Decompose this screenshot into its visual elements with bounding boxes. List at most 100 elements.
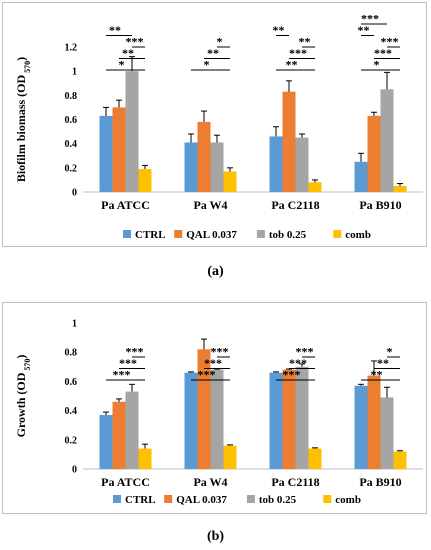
significance-label: ** xyxy=(299,35,311,49)
legend-label: CTRL xyxy=(135,229,166,241)
significance-label: *** xyxy=(289,46,307,60)
legend-swatch xyxy=(256,230,265,238)
y-tick-label: 0 xyxy=(72,465,77,476)
significance-label: * xyxy=(374,58,380,72)
chart-panel-b: 0 0.2 0.4 0.6 0.8 1 Growth (OD 570) Pa ATCC Pa W… xyxy=(2,302,427,514)
y-axis-label-subscript: 570 xyxy=(23,359,32,373)
caption-a: (a) xyxy=(207,264,224,279)
bar xyxy=(138,448,152,469)
significance-label: * xyxy=(119,58,125,72)
legend-swatch xyxy=(323,495,332,503)
significance-label: *** xyxy=(361,12,379,26)
significance-label: ** xyxy=(377,356,389,370)
chart-a-svg: 0 0.2 0.4 0.6 0.8 1 1.2 Biofilm biomass (OD 570… xyxy=(14,12,423,241)
category-label: Pa ATCC xyxy=(101,475,150,489)
legend-label: tob 0.25 xyxy=(269,229,307,241)
significance-label: ** xyxy=(122,46,134,60)
bar xyxy=(197,349,211,469)
y-axis-label-text: Growth (OD xyxy=(14,372,28,437)
significance-label: *** xyxy=(119,356,137,370)
bar xyxy=(282,369,296,469)
bar xyxy=(295,137,309,192)
legend-swatch xyxy=(164,495,173,503)
significance-label: ** xyxy=(273,23,285,37)
bar xyxy=(197,121,211,192)
y-tick-label: 1 xyxy=(72,67,77,78)
significance-label: *** xyxy=(381,35,399,49)
bar xyxy=(295,366,309,469)
significance-label: *** xyxy=(113,368,131,382)
legend-label: comb xyxy=(335,494,361,506)
bar xyxy=(138,169,152,192)
category-label: Pa ATCC xyxy=(101,198,150,212)
significance-label: * xyxy=(217,35,223,49)
y-tick-label: 0.6 xyxy=(65,115,78,126)
bar xyxy=(282,91,296,192)
y-tick-label: 0.8 xyxy=(65,91,78,102)
significance-label: *** xyxy=(126,35,144,49)
legend-label: QAL 0.037 xyxy=(186,229,237,241)
bar xyxy=(99,414,113,469)
category-label: Pa B910 xyxy=(359,198,401,212)
bar xyxy=(354,385,368,469)
bar xyxy=(367,375,381,469)
bar xyxy=(112,107,126,192)
significance-label: *** xyxy=(198,368,216,382)
y-axis-label-end: ) xyxy=(14,57,28,61)
bar xyxy=(184,372,198,469)
y-tick-label: 1.2 xyxy=(65,43,78,54)
category-label: Pa C2118 xyxy=(271,198,319,212)
legend-label: comb xyxy=(345,229,371,241)
y-axis-label: Growth (OD 570) xyxy=(14,355,32,438)
y-axis-label: Biofilm biomass (OD 570) xyxy=(14,57,32,182)
caption-b: (b) xyxy=(206,529,225,544)
significance-label: ** xyxy=(207,46,219,60)
bar xyxy=(223,171,237,192)
category-label: Pa W4 xyxy=(193,475,227,489)
significance-label: * xyxy=(387,345,393,359)
y-axis-label-end: ) xyxy=(14,355,28,359)
significance-label: *** xyxy=(296,345,314,359)
bar xyxy=(269,372,283,469)
bar xyxy=(184,142,198,192)
category-label: Pa B910 xyxy=(359,475,401,489)
bar xyxy=(367,115,381,192)
significance-label: * xyxy=(204,58,210,72)
significance-label: ** xyxy=(371,368,383,382)
bar xyxy=(393,185,407,192)
legend-label: CTRL xyxy=(125,494,156,506)
chart-panel-a: 0 0.2 0.4 0.6 0.8 1 1.2 Biofilm biomass (OD 570… xyxy=(2,2,427,247)
legend-swatch xyxy=(246,495,255,503)
y-tick-label: 0.4 xyxy=(65,406,78,417)
chart-b-svg: 0 0.2 0.4 0.6 0.8 1 Growth (OD 570) Pa ATCC Pa W… xyxy=(14,319,423,506)
significance-label: *** xyxy=(126,345,144,359)
bar xyxy=(308,182,322,192)
legend-label: QAL 0.037 xyxy=(176,494,227,506)
bar xyxy=(223,445,237,469)
y-tick-label: 0.8 xyxy=(65,348,78,359)
bar xyxy=(99,115,113,192)
legend-swatch xyxy=(333,230,342,238)
y-tick-label: 1 xyxy=(72,319,77,330)
bar xyxy=(125,391,139,469)
legend-swatch xyxy=(174,230,183,238)
significance-label: *** xyxy=(204,356,222,370)
significance-label: ** xyxy=(109,23,121,37)
bar xyxy=(210,142,224,192)
y-tick-label: 0 xyxy=(72,188,77,199)
category-label: Pa W4 xyxy=(193,198,227,212)
legend-label: tob 0.25 xyxy=(259,494,297,506)
bar xyxy=(393,451,407,469)
bar xyxy=(354,161,368,192)
y-tick-label: 0.2 xyxy=(65,163,78,174)
significance-label: *** xyxy=(283,368,301,382)
bar xyxy=(269,136,283,192)
y-tick-label: 0.6 xyxy=(65,377,78,388)
significance-label: *** xyxy=(289,356,307,370)
bar xyxy=(125,71,139,192)
bar xyxy=(380,397,394,469)
significance-label: ** xyxy=(358,23,370,37)
y-axis-label-text: Biofilm biomass (OD xyxy=(14,75,28,183)
legend-swatch xyxy=(113,495,121,503)
significance-label: *** xyxy=(211,345,229,359)
